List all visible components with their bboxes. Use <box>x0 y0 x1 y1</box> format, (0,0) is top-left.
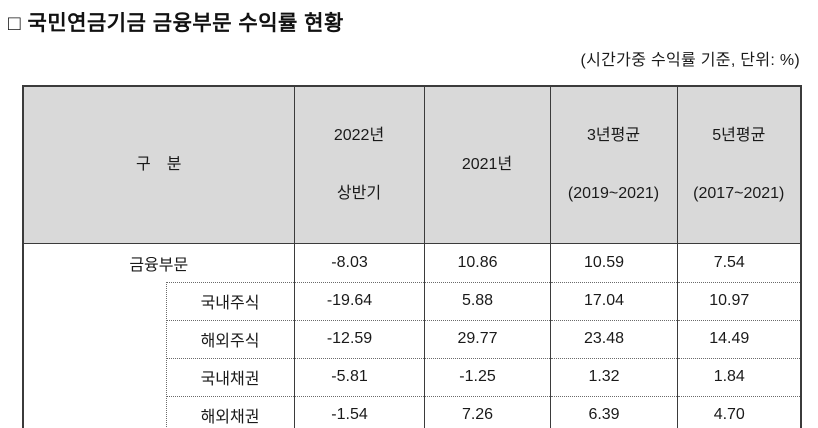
value-cell: -12.59 <box>293 319 425 358</box>
value-cell: 29.77 <box>423 319 551 358</box>
header-3yr-avg-line1: 3년평균 <box>586 127 641 145</box>
row-label-total: 금융부문 <box>23 243 295 282</box>
table-row: 국내주식 -19.64 5.88 17.04 10.97 <box>23 281 802 428</box>
returns-table: 구 분 2022년 상반기 2021년 3년평균 (2019~2021) 5년평… <box>22 85 803 428</box>
table-row: 해외주식 -12.59 29.77 23.48 14.49 <box>23 319 802 358</box>
value-cell: 7.26 <box>423 395 551 428</box>
header-2022-h1-line1: 2022년 <box>333 127 385 145</box>
value-cell: 14.49 <box>676 319 802 358</box>
header-category: 구 분 <box>22 85 295 244</box>
header-2021: 2021년 <box>423 85 551 244</box>
value-cell: -8.03 <box>293 243 425 283</box>
category-indent-cell <box>23 282 167 428</box>
table-row-total: 금융부문 -8.03 10.86 10.59 7.54 <box>23 243 802 283</box>
value-cell: -1.54 <box>293 395 425 428</box>
value-cell: 10.97 <box>676 281 802 320</box>
value-cell: 17.04 <box>549 281 678 320</box>
value-cell: 1.84 <box>676 357 802 396</box>
value-cell: -1.25 <box>423 357 551 396</box>
header-row: 구 분 2022년 상반기 2021년 3년평균 (2019~2021) 5년평… <box>22 85 802 244</box>
header-5yr-avg: 5년평균 (2017~2021) <box>676 85 802 244</box>
value-cell: 10.86 <box>423 243 551 283</box>
value-cell: 10.59 <box>549 243 678 283</box>
header-3yr-avg-line2: (2019~2021) <box>567 184 660 202</box>
value-cell: 4.70 <box>676 395 802 428</box>
page-title: □ 국민연금기금 금융부문 수익률 현황 <box>8 12 344 35</box>
table-row: 국내채권 -5.81 -1.25 1.32 1.84 <box>23 357 802 396</box>
row-label: 해외주식 <box>165 319 295 358</box>
header-5yr-avg-line2: (2017~2021) <box>693 184 785 202</box>
table-row: 해외채권 -1.54 7.26 6.39 4.70 <box>23 395 802 428</box>
unit-note: (시간가중 수익률 기준, 단위: %) <box>580 52 800 69</box>
row-label: 국내채권 <box>165 357 295 396</box>
value-cell: 23.48 <box>549 319 678 358</box>
value-cell: -5.81 <box>293 357 425 396</box>
header-3yr-avg: 3년평균 (2019~2021) <box>549 85 678 244</box>
header-5yr-avg-line1: 5년평균 <box>712 127 766 145</box>
header-2022-h1: 2022년 상반기 <box>293 85 425 244</box>
value-cell: 1.32 <box>549 357 678 396</box>
header-2022-h1-line2: 상반기 <box>336 184 382 202</box>
value-cell: 7.54 <box>676 243 802 283</box>
row-label: 국내주식 <box>165 281 295 320</box>
value-cell: -19.64 <box>293 281 425 320</box>
value-cell: 6.39 <box>549 395 678 428</box>
value-cell: 5.88 <box>423 281 551 320</box>
row-label: 해외채권 <box>165 395 295 428</box>
